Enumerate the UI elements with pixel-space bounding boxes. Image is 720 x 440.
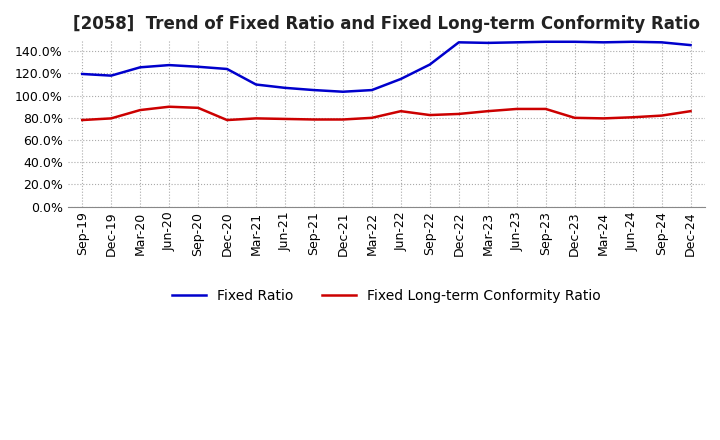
Fixed Ratio — [338, 89, 347, 94]
Fixed Ratio — [570, 39, 579, 44]
Fixed Long-term Conformity Ratio — [686, 109, 695, 114]
Fixed Ratio — [454, 40, 463, 45]
Fixed Long-term Conformity Ratio — [629, 115, 637, 120]
Line: Fixed Long-term Conformity Ratio: Fixed Long-term Conformity Ratio — [82, 107, 690, 120]
Title: [2058]  Trend of Fixed Ratio and Fixed Long-term Conformity Ratio: [2058] Trend of Fixed Ratio and Fixed Lo… — [73, 15, 700, 33]
Fixed Long-term Conformity Ratio — [426, 112, 434, 117]
Fixed Ratio — [599, 40, 608, 45]
Fixed Long-term Conformity Ratio — [165, 104, 174, 110]
Fixed Long-term Conformity Ratio — [657, 113, 666, 118]
Fixed Ratio — [165, 62, 174, 68]
Fixed Long-term Conformity Ratio — [281, 116, 289, 121]
Fixed Ratio — [136, 65, 145, 70]
Fixed Ratio — [426, 62, 434, 67]
Fixed Ratio — [483, 40, 492, 45]
Fixed Ratio — [78, 71, 86, 77]
Fixed Long-term Conformity Ratio — [368, 115, 377, 121]
Fixed Long-term Conformity Ratio — [513, 106, 521, 112]
Fixed Ratio — [252, 82, 261, 87]
Line: Fixed Ratio: Fixed Ratio — [82, 42, 690, 92]
Fixed Long-term Conformity Ratio — [136, 107, 145, 113]
Fixed Ratio — [222, 66, 231, 72]
Fixed Long-term Conformity Ratio — [541, 106, 550, 112]
Fixed Long-term Conformity Ratio — [107, 116, 115, 121]
Legend: Fixed Ratio, Fixed Long-term Conformity Ratio: Fixed Ratio, Fixed Long-term Conformity … — [166, 283, 607, 308]
Fixed Ratio — [397, 76, 405, 81]
Fixed Ratio — [107, 73, 115, 78]
Fixed Long-term Conformity Ratio — [194, 105, 202, 110]
Fixed Ratio — [513, 40, 521, 45]
Fixed Ratio — [657, 40, 666, 45]
Fixed Ratio — [368, 88, 377, 93]
Fixed Long-term Conformity Ratio — [397, 109, 405, 114]
Fixed Ratio — [541, 39, 550, 44]
Fixed Ratio — [686, 43, 695, 48]
Fixed Ratio — [629, 39, 637, 44]
Fixed Long-term Conformity Ratio — [252, 116, 261, 121]
Fixed Long-term Conformity Ratio — [78, 117, 86, 123]
Fixed Ratio — [310, 88, 318, 93]
Fixed Long-term Conformity Ratio — [222, 117, 231, 123]
Fixed Long-term Conformity Ratio — [338, 117, 347, 122]
Fixed Long-term Conformity Ratio — [599, 116, 608, 121]
Fixed Long-term Conformity Ratio — [570, 115, 579, 121]
Fixed Ratio — [281, 85, 289, 91]
Fixed Long-term Conformity Ratio — [454, 111, 463, 117]
Fixed Ratio — [194, 64, 202, 70]
Fixed Long-term Conformity Ratio — [310, 117, 318, 122]
Fixed Long-term Conformity Ratio — [483, 109, 492, 114]
